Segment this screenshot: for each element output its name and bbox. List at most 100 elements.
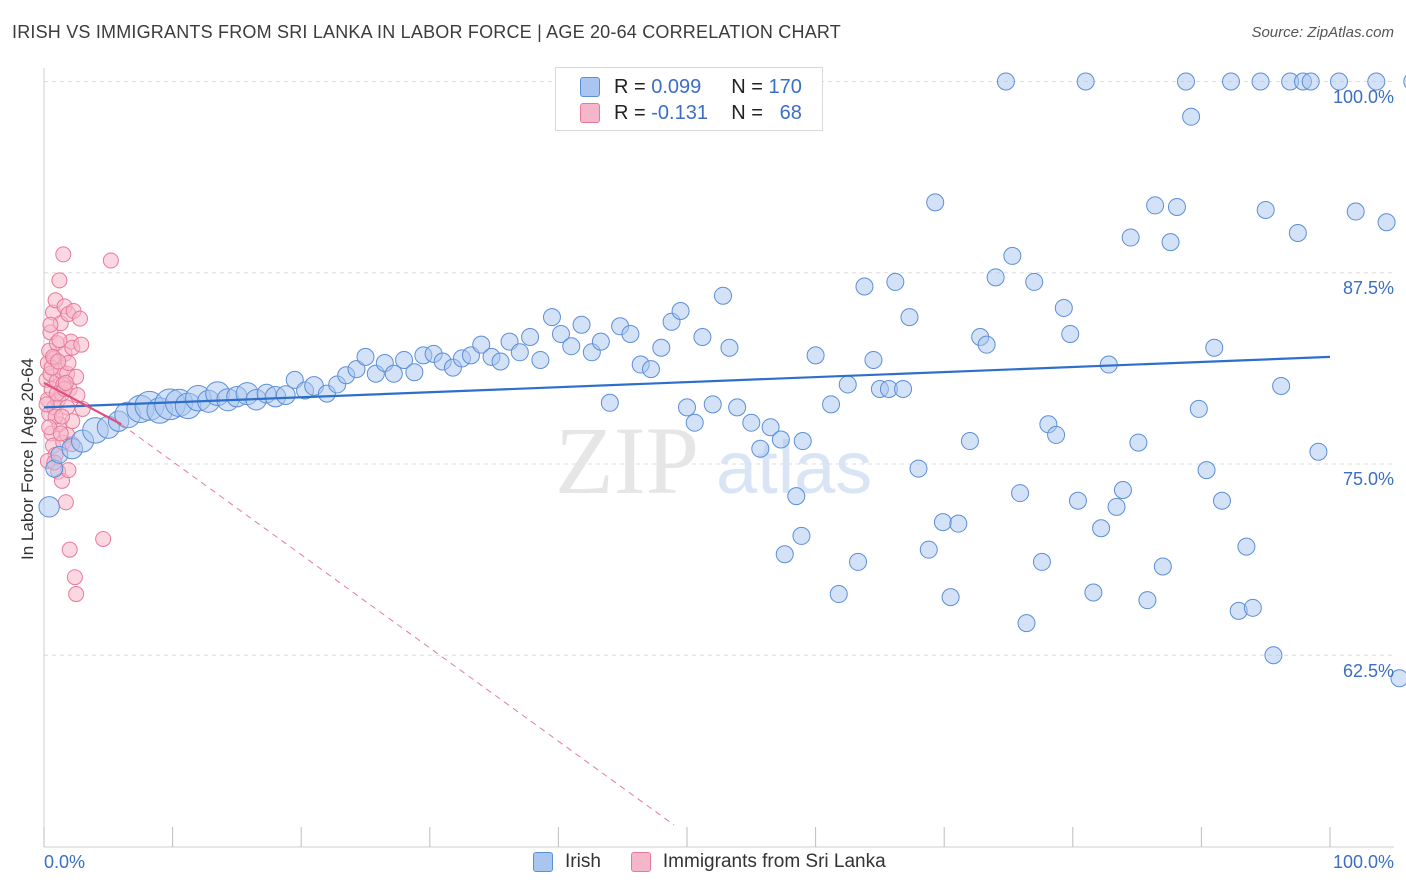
irish-point: [775, 545, 794, 564]
irish-point: [960, 432, 979, 451]
irish-point: [986, 268, 1005, 287]
irish-point: [894, 380, 913, 399]
irish-point: [1032, 552, 1051, 571]
irish-point: [855, 277, 874, 296]
sri-lanka-point: [54, 408, 71, 425]
irish-point: [38, 496, 60, 518]
stats-legend: R = 0.099 N = 170 R = -0.131 N = 68: [555, 67, 823, 131]
irish-point: [1011, 484, 1030, 503]
x-tick-0: 0.0%: [44, 852, 86, 872]
irish-point: [1330, 72, 1349, 91]
series-legend-sri-lanka[interactable]: Immigrants from Sri Lanka: [630, 851, 886, 873]
irish-point: [761, 418, 780, 437]
grid: [44, 81, 1394, 656]
irish-point: [521, 328, 540, 347]
irish-point: [1054, 298, 1073, 317]
irish-point: [1390, 669, 1406, 688]
sri-lanka-point: [72, 310, 89, 327]
irish-point: [551, 324, 570, 343]
irish-point: [1138, 591, 1157, 610]
irish-point: [671, 302, 690, 320]
source-label: Source: ZipAtlas.com: [1251, 24, 1394, 41]
irish-point: [1182, 107, 1201, 126]
irish-point: [1068, 491, 1087, 510]
x-tick-100: 100.0%: [1332, 852, 1394, 872]
sri-lanka-point: [51, 272, 68, 289]
legend-row-irish: R = 0.099 N = 170: [580, 75, 802, 99]
sri-lanka-point: [38, 396, 55, 413]
irish-point: [926, 193, 945, 212]
irish-point: [941, 588, 960, 607]
legend-r-value: -0.131: [651, 101, 708, 124]
irish-point: [1237, 537, 1256, 556]
chart-title: IRISH VS IMMIGRANTS FROM SRI LANKA IN LA…: [12, 22, 841, 42]
sri-lanka-point: [57, 374, 74, 391]
irish-point: [1256, 201, 1275, 220]
series-legend-irish-label: Irish: [565, 851, 601, 872]
irish-point: [822, 395, 841, 414]
irish-point: [1025, 272, 1044, 291]
irish-point: [405, 363, 424, 382]
irish-point: [838, 375, 857, 394]
legend-n-label: N =: [731, 75, 763, 98]
y-axis-label: In Labor Force | Age 20-64: [18, 358, 37, 560]
legend-swatch-blue: [580, 77, 600, 97]
sri-lanka-point: [57, 494, 74, 511]
sri-lanka-point: [66, 569, 83, 586]
irish-point: [1146, 196, 1165, 215]
sri-lanka-point: [50, 353, 67, 370]
irish-point: [886, 272, 905, 291]
irish-point: [1243, 598, 1262, 617]
series-irish: [38, 72, 1406, 688]
irish-point: [1076, 72, 1095, 91]
irish-point: [742, 413, 761, 432]
irish-point: [919, 540, 938, 559]
watermark-zip: ZIP: [555, 407, 699, 514]
legend-swatch-pink: [630, 852, 651, 872]
series-legend-irish[interactable]: Irish: [533, 851, 601, 873]
y-tick-62-5: 62.5%: [1342, 661, 1394, 681]
irish-point: [720, 338, 739, 357]
legend-swatch-blue: [533, 852, 553, 872]
irish-point: [793, 432, 812, 451]
irish-point: [562, 337, 581, 356]
irish-point: [949, 514, 968, 533]
irish-point: [829, 585, 848, 604]
irish-point: [771, 430, 790, 449]
irish-point: [1176, 72, 1195, 91]
irish-point: [1309, 442, 1328, 461]
sri-lanka-point: [61, 541, 78, 558]
sri-lanka-trend-extension: [120, 423, 675, 826]
irish-point: [996, 72, 1015, 91]
irish-point: [652, 338, 671, 357]
irish-point: [1129, 433, 1148, 452]
irish-point: [685, 413, 704, 432]
y-tick-100: 100.0%: [1332, 87, 1394, 107]
irish-point: [1121, 228, 1140, 247]
sri-lanka-point: [51, 332, 68, 349]
irish-point: [1212, 491, 1231, 510]
irish-point: [849, 552, 868, 571]
irish-point: [693, 328, 712, 347]
irish-point: [728, 398, 747, 417]
irish-point: [1221, 72, 1240, 91]
irish-point: [1047, 425, 1066, 444]
irish-point: [864, 350, 883, 369]
irish-point: [356, 347, 375, 366]
legend-r-label: R =: [614, 101, 646, 124]
legend-r-label: R =: [614, 75, 646, 98]
irish-point: [1017, 614, 1036, 633]
irish-point: [1092, 519, 1111, 538]
irish-point: [1153, 557, 1172, 576]
y-tick-75: 75.0%: [1342, 469, 1394, 489]
sri-lanka-point: [95, 530, 112, 547]
irish-point: [621, 324, 640, 343]
series-sri-lanka: [38, 246, 119, 603]
irish-point: [678, 398, 696, 417]
irish-point: [1084, 583, 1103, 602]
irish-point: [542, 308, 561, 327]
y-tick-87-5: 87.5%: [1342, 278, 1394, 298]
irish-point: [1107, 497, 1126, 516]
watermark: ZIP atlas: [555, 407, 872, 514]
irish-point: [751, 439, 770, 458]
